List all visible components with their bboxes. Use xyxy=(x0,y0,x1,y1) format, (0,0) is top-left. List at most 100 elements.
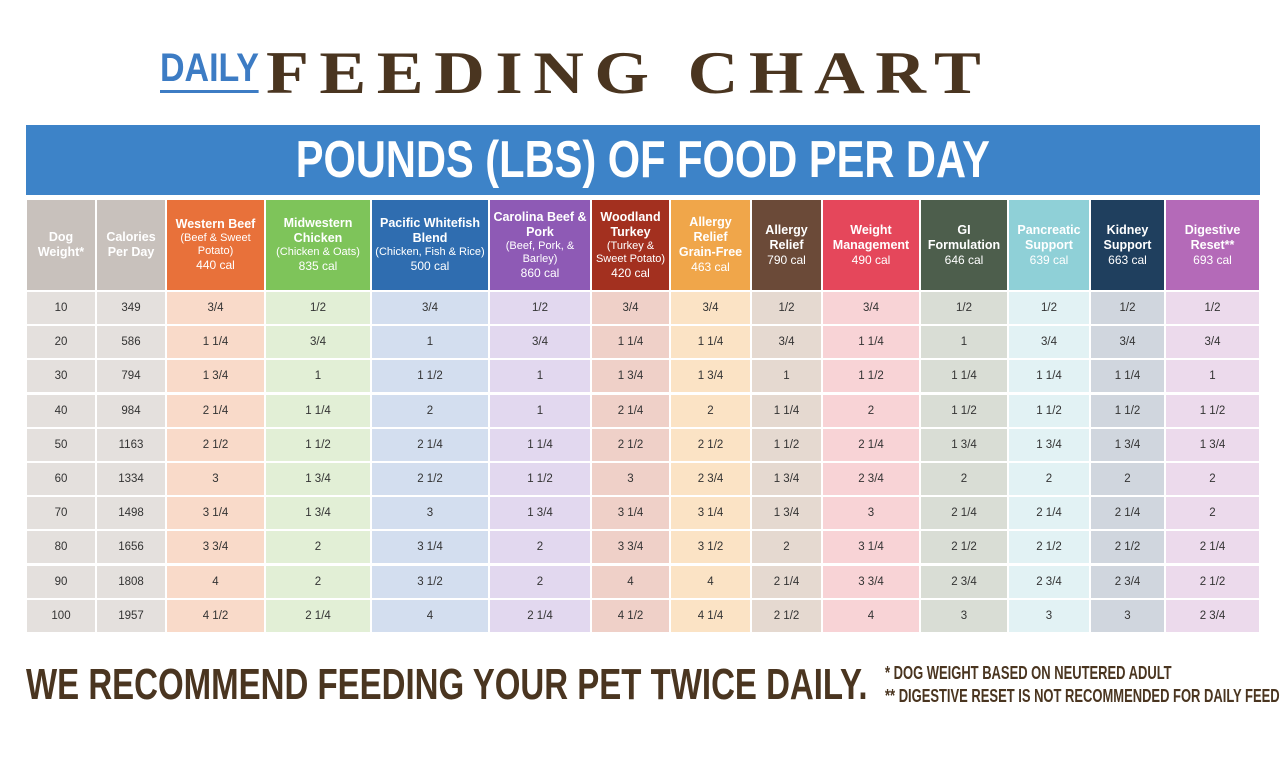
table-cell: 1/2 xyxy=(1091,292,1164,324)
table-cell: 2 1/4 xyxy=(490,599,590,632)
table-cell: 3 xyxy=(1091,599,1164,632)
table-cell: 3/4 xyxy=(167,292,264,324)
table-cell: 60 xyxy=(27,463,95,495)
column-header: Allergy Relief Grain-Free 463 cal xyxy=(671,200,750,290)
table-cell: 90 xyxy=(27,565,95,598)
column-name: Allergy Relief Grain-Free xyxy=(678,215,743,259)
table-cell: 2 1/2 xyxy=(592,428,669,461)
table-cell: 2 1/4 xyxy=(1091,497,1164,530)
table-cell: 4 xyxy=(372,599,488,632)
column-name: Weight Management xyxy=(832,222,910,252)
table-cell: 3 1/4 xyxy=(167,497,264,530)
table-cell: 984 xyxy=(97,394,165,427)
table-cell: 1 3/4 xyxy=(1166,428,1259,461)
table-cell: 100 xyxy=(27,599,95,632)
table-cell: 586 xyxy=(97,326,165,359)
table-cell: 2 1/4 xyxy=(592,394,669,427)
table-cell: 1 1/4 xyxy=(823,326,919,359)
table-cell: 4 1/4 xyxy=(671,599,750,632)
table-cell: 1 1/2 xyxy=(752,428,821,461)
table-cell: 3/4 xyxy=(372,292,488,324)
title: FEEDING CHART xyxy=(266,40,992,106)
table-cell: 3 xyxy=(823,497,919,530)
table-cell: 1 1/4 xyxy=(752,394,821,427)
column-name: Midwestern Chicken xyxy=(283,216,353,245)
table-cell: 2 xyxy=(490,565,590,598)
column-calories: 790 cal xyxy=(767,252,806,267)
table-cell: 1 3/4 xyxy=(490,497,590,530)
table-cell: 30 xyxy=(27,360,95,393)
table-cell: 1 1/4 xyxy=(490,428,590,461)
table-cell: 1/2 xyxy=(1009,292,1089,324)
column-calories: 860 cal xyxy=(520,265,560,280)
table-cell: 1 1/4 xyxy=(592,326,669,359)
table-cell: 1 3/4 xyxy=(1091,428,1164,461)
column-header: Weight Management 490 cal xyxy=(823,200,919,290)
table-cell: 4 1/2 xyxy=(167,599,264,632)
column-detail: (Chicken, Fish & Rice) xyxy=(375,246,485,258)
table-cell: 4 xyxy=(671,565,750,598)
table-cell: 3 1/4 xyxy=(592,497,669,530)
table-cell: 2 xyxy=(1009,463,1089,495)
table-cell: 3 xyxy=(921,599,1007,632)
table-cell: 1 1/4 xyxy=(167,326,264,359)
table-cell: 1 1/2 xyxy=(1091,394,1164,427)
table-cell: 1 1/2 xyxy=(266,428,370,461)
table-cell: 3 3/4 xyxy=(823,565,919,598)
table-cell: 349 xyxy=(97,292,165,324)
table-cell: 1 1/4 xyxy=(671,326,750,359)
column-header: Midwestern Chicken (Chicken & Oats) 835 ca… xyxy=(266,200,370,290)
table-cell: 3 1/2 xyxy=(372,565,488,598)
table-cell: 3 1/4 xyxy=(671,497,750,530)
table-cell: 1 xyxy=(372,326,488,359)
table-cell: 1656 xyxy=(97,531,165,564)
table-cell: 3 3/4 xyxy=(592,531,669,564)
banner-text: POUNDS (LBS) OF FOOD PER DAY xyxy=(295,131,991,189)
table-cell: 1 1/2 xyxy=(1009,394,1089,427)
table-cell: 2 1/2 xyxy=(1166,565,1259,598)
column-header: Calories Per Day xyxy=(97,200,165,290)
table-cell: 1 3/4 xyxy=(592,360,669,393)
table-cell: 1957 xyxy=(97,599,165,632)
table-cell: 2 1/2 xyxy=(921,531,1007,564)
footnote: ** DIGESTIVE RESET IS NOT RECOMMENDED FO… xyxy=(885,686,1280,706)
table-cell: 1/2 xyxy=(490,292,590,324)
column-name: Pacific Whitefish Blend xyxy=(379,216,481,245)
table-cell: 3 xyxy=(167,463,264,495)
column-detail: (Turkey & Sweet Potato) xyxy=(595,239,666,265)
table-cell: 3 3/4 xyxy=(167,531,264,564)
table-cell: 1 xyxy=(266,360,370,393)
table-cell: 1 1/2 xyxy=(1166,394,1259,427)
table-cell: 3 xyxy=(592,463,669,495)
column-name: Pancreatic Support xyxy=(1017,222,1081,252)
table-cell: 1 1/4 xyxy=(266,394,370,427)
table-cell: 2 1/2 xyxy=(372,463,488,495)
table-cell: 2 1/4 xyxy=(372,428,488,461)
table-cell: 70 xyxy=(27,497,95,530)
column-header: Dog Weight* xyxy=(27,200,95,290)
title-prefix: DAILY xyxy=(160,46,259,93)
table-cell: 2 3/4 xyxy=(1009,565,1089,598)
table-cell: 2 xyxy=(1166,463,1259,495)
column-header: Woodland Turkey (Turkey & Sweet Potato) 42… xyxy=(592,200,669,290)
table-cell: 1163 xyxy=(97,428,165,461)
column-header: GI Formulation 646 cal xyxy=(921,200,1007,290)
column-name: Woodland Turkey xyxy=(600,209,661,239)
table-cell: 2 1/4 xyxy=(921,497,1007,530)
table-cell: 4 1/2 xyxy=(592,599,669,632)
column-calories: 463 cal xyxy=(691,260,730,274)
column-name: Calories Per Day xyxy=(106,230,156,259)
column-header: Allergy Relief 790 cal xyxy=(752,200,821,290)
recommendation: WE RECOMMEND FEEDING YOUR PET TWICE DAIL… xyxy=(26,660,868,709)
column-name: Dog Weight* xyxy=(37,230,85,259)
table-cell: 1/2 xyxy=(752,292,821,324)
table-cell: 40 xyxy=(27,394,95,427)
table-cell: 2 3/4 xyxy=(1091,565,1164,598)
table-cell: 2 xyxy=(671,394,750,427)
table-cell: 3/4 xyxy=(592,292,669,324)
table-cell: 2 1/4 xyxy=(1166,531,1259,564)
table-cell: 2 1/2 xyxy=(752,599,821,632)
column-calories: 440 cal xyxy=(196,258,235,272)
table-cell: 2 3/4 xyxy=(921,565,1007,598)
